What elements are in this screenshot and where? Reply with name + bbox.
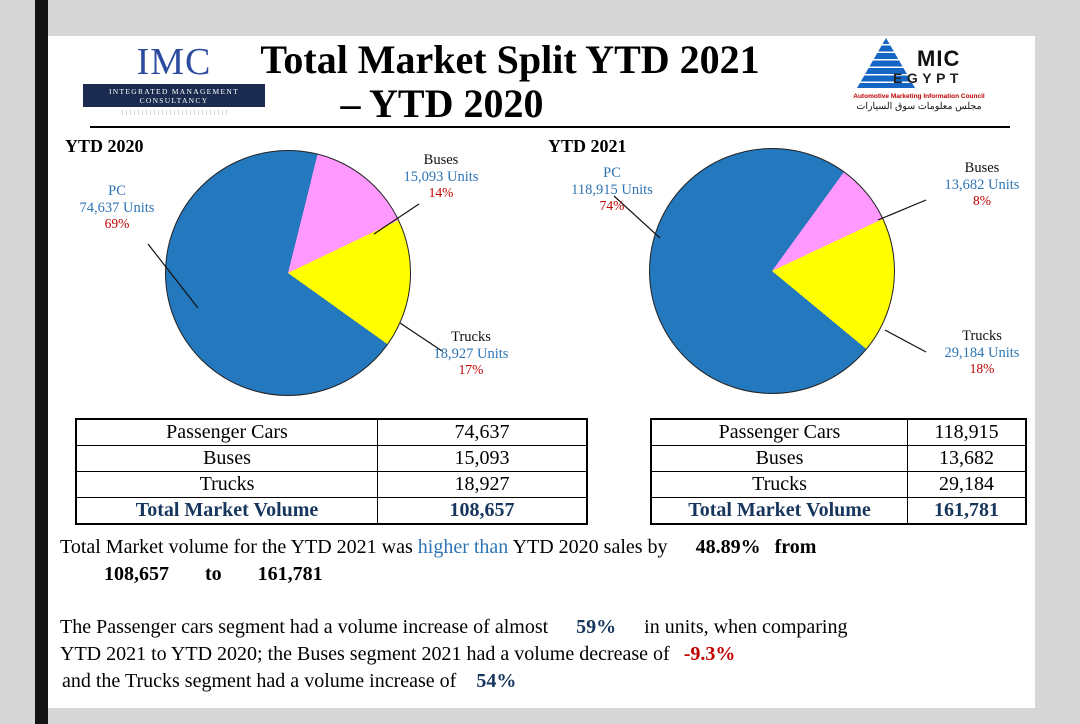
paragraph-text: The Passenger cars segment had a volume … xyxy=(60,616,549,638)
summary-text-to: to xyxy=(205,563,222,585)
pie-label-buses-2020: Buses 15,093 Units 14% xyxy=(386,152,496,202)
pie-chart-ytd-2021 xyxy=(649,148,895,394)
table-row: Passenger Cars 118,915 xyxy=(650,418,1027,446)
slide: IMC Integrated Management Consultancy To… xyxy=(48,36,1035,708)
pie-label-units: 74,637 Units xyxy=(79,199,155,216)
table-cell-value: 74,637 xyxy=(377,418,588,446)
pie-label-buses-2021: Buses 13,682 Units 8% xyxy=(927,160,1037,210)
pie-label-pc-2020: PC 74,637 Units 69% xyxy=(62,183,172,233)
summary-percent-total: 48.89% xyxy=(695,536,761,558)
pie-label-units: 18,927 Units xyxy=(433,345,509,362)
paragraph-line-2: YTD 2021 to YTD 2020; the Buses segment … xyxy=(60,643,735,666)
table-cell-total-label: Total Market Volume xyxy=(650,497,908,525)
pie-label-units: 29,184 Units xyxy=(944,344,1020,361)
pie-label-units: 118,915 Units xyxy=(571,181,653,198)
table-row: Passenger Cars 74,637 xyxy=(75,418,588,446)
table-cell-label: Trucks xyxy=(75,471,378,498)
pie-label-percent: 69% xyxy=(104,216,130,231)
summary-text-from: from xyxy=(774,536,817,558)
table-total-row: Total Market Volume 161,781 xyxy=(650,497,1027,525)
table-cell-value: 18,927 xyxy=(377,471,588,498)
pie-label-name: PC xyxy=(603,165,621,181)
summary-highlight-higher: higher than xyxy=(417,536,509,558)
title-line1: Total Market Split YTD 2021 xyxy=(260,37,760,82)
pie-label-percent: 14% xyxy=(428,185,454,200)
market-table-ytd-2021: Passenger Cars 118,915 Buses 13,682 Truc… xyxy=(650,418,1027,525)
amic-logo-mic: MIC xyxy=(917,46,961,71)
table-cell-value: 118,915 xyxy=(907,418,1027,446)
table-cell-value: 13,682 xyxy=(907,445,1027,472)
table-cell-label: Trucks xyxy=(650,471,908,498)
table-cell-label: Passenger Cars xyxy=(75,418,378,446)
pie-label-name: Trucks xyxy=(451,329,491,345)
paragraph-text: and the Trucks segment had a volume incr… xyxy=(62,670,457,692)
summary-text: YTD 2020 sales by xyxy=(508,536,668,558)
paragraph-text: in units, when comparing xyxy=(644,616,848,638)
chart-heading-ytd-2021: YTD 2021 xyxy=(548,136,627,156)
pie-label-name: PC xyxy=(108,183,126,199)
slide-title: Total Market Split YTD 2021 – YTD 2020 xyxy=(230,38,790,126)
table-row: Buses 15,093 xyxy=(75,445,588,472)
trucks-increase-percent: 54% xyxy=(476,670,517,692)
table-cell-value: 15,093 xyxy=(377,445,588,472)
summary-text: Total Market volume for the YTD 2021 was xyxy=(60,536,418,558)
amic-logo: MIC EGYPT Automotive Marketing Informati… xyxy=(853,38,985,116)
pie-label-percent: 17% xyxy=(458,362,484,377)
chart-heading-ytd-2020: YTD 2020 xyxy=(65,136,144,156)
summary-line-1: Total Market volume for the YTD 2021 was… xyxy=(60,536,816,559)
pie-label-name: Buses xyxy=(964,160,1000,176)
summary-value-from: 108,657 xyxy=(104,563,169,585)
summary-line-2: 108,657 to 161,781 xyxy=(104,563,323,586)
pie-label-percent: 8% xyxy=(973,193,991,208)
leader-line xyxy=(877,199,927,221)
window-left-bar xyxy=(35,0,48,724)
pie-label-trucks-2021: Trucks 29,184 Units 18% xyxy=(927,328,1037,378)
table-row: Trucks 29,184 xyxy=(650,471,1027,498)
header-divider xyxy=(90,126,1010,128)
summary-value-to: 161,781 xyxy=(257,563,323,585)
pie-chart-ytd-2020 xyxy=(165,150,411,396)
table-cell-value: 29,184 xyxy=(907,471,1027,498)
table-cell-label: Buses xyxy=(650,445,908,472)
paragraph-text: YTD 2021 to YTD 2020; the Buses segment … xyxy=(60,643,670,665)
table-cell-label: Buses xyxy=(75,445,378,472)
table-cell-total-value: 161,781 xyxy=(907,497,1027,525)
table-row: Trucks 18,927 xyxy=(75,471,588,498)
table-total-row: Total Market Volume 108,657 xyxy=(75,497,588,525)
pie-label-trucks-2020: Trucks 18,927 Units 17% xyxy=(416,329,526,379)
amic-logo-egypt: EGYPT xyxy=(893,70,963,86)
imc-logo-banner: Integrated Management Consultancy xyxy=(83,84,265,107)
pie-label-units: 15,093 Units xyxy=(403,168,479,185)
pie-label-pc-2021: PC 118,915 Units 74% xyxy=(557,165,667,215)
table-cell-total-value: 108,657 xyxy=(377,497,588,525)
amic-tagline-ar: مجلس معلومات سوق السيارات xyxy=(856,101,982,112)
leader-line xyxy=(884,329,927,353)
pie-leader-lines xyxy=(147,195,927,353)
market-table-ytd-2020: Passenger Cars 74,637 Buses 15,093 Truck… xyxy=(75,418,588,525)
paragraph-line-3: and the Trucks segment had a volume incr… xyxy=(62,670,516,693)
paragraph-line-1: The Passenger cars segment had a volume … xyxy=(60,616,847,639)
amic-tagline-en: Automotive Marketing Information Council xyxy=(853,93,985,100)
imc-logo: IMC Integrated Management Consultancy xyxy=(83,40,265,115)
imc-logo-tagline xyxy=(119,110,229,115)
buses-decrease-percent: -9.3% xyxy=(683,643,736,665)
pc-increase-percent: 59% xyxy=(576,616,617,638)
pie-label-units: 13,682 Units xyxy=(944,176,1020,193)
pie-label-name: Trucks xyxy=(962,328,1002,344)
table-row: Buses 13,682 xyxy=(650,445,1027,472)
pie-label-percent: 74% xyxy=(599,198,625,213)
table-cell-total-label: Total Market Volume xyxy=(75,497,378,525)
imc-logo-text: IMC xyxy=(136,41,212,83)
title-line2: – YTD 2020 xyxy=(340,81,544,126)
pie-label-percent: 18% xyxy=(969,361,995,376)
pie-label-name: Buses xyxy=(423,152,459,168)
table-cell-label: Passenger Cars xyxy=(650,418,908,446)
